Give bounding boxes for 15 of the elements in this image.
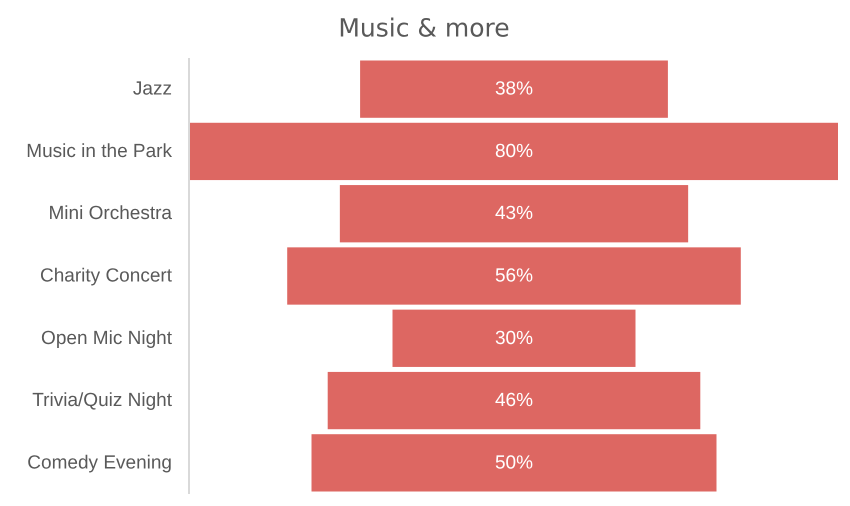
data-label: 38%: [494, 78, 534, 100]
data-label: 46%: [494, 390, 534, 412]
data-label: 30%: [494, 328, 534, 349]
category-label: Jazz: [132, 78, 172, 100]
data-label: 56%: [494, 266, 534, 286]
data-label: 43%: [494, 203, 534, 224]
text: Music & more: [338, 14, 510, 42]
category-label: Music in the Park: [26, 140, 172, 162]
category-label: Comedy Evening: [27, 452, 172, 474]
data-label: 80%: [494, 140, 534, 162]
category-label: Charity Concert: [40, 266, 173, 286]
data-label: 50%: [494, 452, 534, 474]
category-label: Open Mic Night: [41, 328, 173, 349]
category-label: Trivia/Quiz Night: [32, 390, 173, 412]
category-label: Mini Orchestra: [48, 203, 172, 224]
